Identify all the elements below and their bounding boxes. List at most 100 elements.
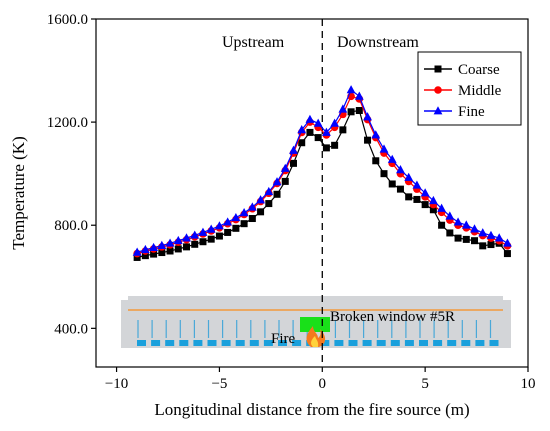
axes-layer: −10 −5 0 5 10 400.0 800.0 1200.0 1600.0 bbox=[47, 12, 536, 392]
seat-block bbox=[433, 340, 443, 346]
data-point-fine bbox=[190, 230, 200, 239]
data-point-coarse bbox=[347, 108, 355, 116]
seat-block bbox=[221, 340, 231, 346]
x-tick-label: 5 bbox=[421, 376, 429, 392]
data-point-coarse bbox=[487, 241, 495, 249]
fire-label: Fire bbox=[271, 331, 296, 347]
data-point-fine bbox=[198, 227, 208, 236]
x-tick-label: −10 bbox=[105, 376, 128, 392]
data-point-fine bbox=[412, 180, 422, 189]
data-point-fine bbox=[330, 118, 340, 127]
data-point-coarse bbox=[240, 220, 248, 228]
data-point-coarse bbox=[232, 224, 240, 232]
data-point-fine bbox=[223, 217, 233, 226]
seat-block bbox=[489, 340, 499, 346]
data-point-coarse bbox=[413, 195, 421, 203]
series-coarse bbox=[133, 107, 511, 261]
data-point-fine bbox=[387, 154, 397, 163]
data-point-coarse bbox=[396, 185, 404, 193]
seat-block bbox=[419, 340, 428, 346]
series-line-fine bbox=[136, 88, 508, 253]
data-point-coarse bbox=[306, 128, 314, 136]
data-point-fine bbox=[494, 233, 504, 242]
data-point-fine bbox=[206, 224, 216, 233]
data-point-fine bbox=[157, 240, 167, 249]
data-point-fine bbox=[272, 177, 282, 186]
seat-block bbox=[235, 340, 245, 346]
data-point-fine bbox=[396, 165, 405, 174]
seat-block bbox=[207, 340, 217, 346]
legend-label-fine: Fine bbox=[458, 104, 485, 120]
data-point-coarse bbox=[150, 250, 158, 258]
data-point-coarse bbox=[215, 232, 223, 240]
data-point-fine bbox=[420, 188, 430, 197]
seat-block bbox=[334, 340, 344, 346]
data-point-coarse bbox=[479, 242, 487, 250]
seat-block bbox=[292, 340, 302, 346]
data-point-coarse bbox=[454, 234, 462, 242]
data-point-coarse bbox=[257, 208, 265, 216]
data-point-coarse bbox=[339, 126, 347, 134]
data-point-coarse bbox=[191, 240, 199, 248]
data-point-coarse bbox=[438, 221, 446, 229]
legend-label-coarse: Coarse bbox=[458, 62, 500, 78]
data-point-fine bbox=[165, 238, 175, 247]
data-point-fine bbox=[280, 163, 290, 172]
seat-block bbox=[165, 340, 175, 346]
data-point-coarse bbox=[471, 237, 479, 245]
seat-block bbox=[179, 340, 189, 346]
data-point-coarse bbox=[372, 157, 380, 165]
data-point-fine bbox=[256, 195, 265, 204]
series-fine bbox=[132, 85, 512, 256]
data-point-fine bbox=[140, 244, 150, 254]
seat-block bbox=[461, 340, 471, 346]
seat-block bbox=[362, 340, 372, 346]
data-point-fine bbox=[503, 238, 512, 247]
data-point-fine bbox=[173, 235, 183, 245]
seat-block bbox=[447, 340, 457, 346]
data-point-fine bbox=[313, 118, 323, 127]
data-point-coarse bbox=[503, 250, 511, 258]
data-point-fine bbox=[486, 230, 496, 239]
data-point-fine bbox=[231, 212, 241, 222]
data-point-fine bbox=[404, 172, 414, 181]
data-point-fine bbox=[470, 224, 479, 233]
seat-block bbox=[137, 340, 146, 346]
seat-block bbox=[249, 340, 259, 346]
data-point-fine bbox=[247, 202, 257, 211]
data-point-coarse bbox=[133, 253, 141, 261]
data-point-coarse bbox=[429, 206, 437, 214]
data-point-coarse bbox=[298, 139, 306, 147]
data-point-coarse bbox=[380, 170, 388, 178]
data-point-fine bbox=[428, 195, 438, 205]
data-point-coarse bbox=[158, 249, 166, 257]
data-point-coarse bbox=[141, 252, 149, 260]
seat-block bbox=[376, 340, 386, 346]
seat-block bbox=[193, 340, 203, 346]
seat-block bbox=[475, 340, 485, 346]
data-point-coarse bbox=[322, 144, 330, 152]
legend-marker-coarse bbox=[434, 65, 442, 73]
data-point-fine bbox=[437, 203, 446, 212]
data-point-fine bbox=[289, 145, 298, 154]
data-point-fine bbox=[461, 220, 471, 229]
data-point-coarse bbox=[248, 215, 256, 223]
data-point-fine bbox=[182, 233, 191, 242]
data-point-coarse bbox=[166, 247, 174, 255]
data-point-coarse bbox=[331, 141, 339, 149]
data-point-coarse bbox=[355, 107, 363, 115]
data-point-coarse bbox=[183, 243, 191, 251]
data-point-fine bbox=[354, 91, 364, 100]
data-point-fine bbox=[239, 208, 249, 217]
broken-window-label: Broken window #5R bbox=[330, 309, 455, 325]
plot-frame bbox=[95, 18, 529, 368]
seat-block bbox=[151, 340, 161, 346]
data-point-fine bbox=[264, 186, 274, 196]
legend-marker-fine bbox=[433, 106, 443, 115]
data-point-coarse bbox=[388, 180, 396, 188]
seat-block bbox=[263, 340, 273, 346]
y-tick-label: 1600.0 bbox=[47, 12, 88, 28]
data-point-coarse bbox=[289, 159, 297, 167]
data-point-fine bbox=[379, 144, 389, 153]
